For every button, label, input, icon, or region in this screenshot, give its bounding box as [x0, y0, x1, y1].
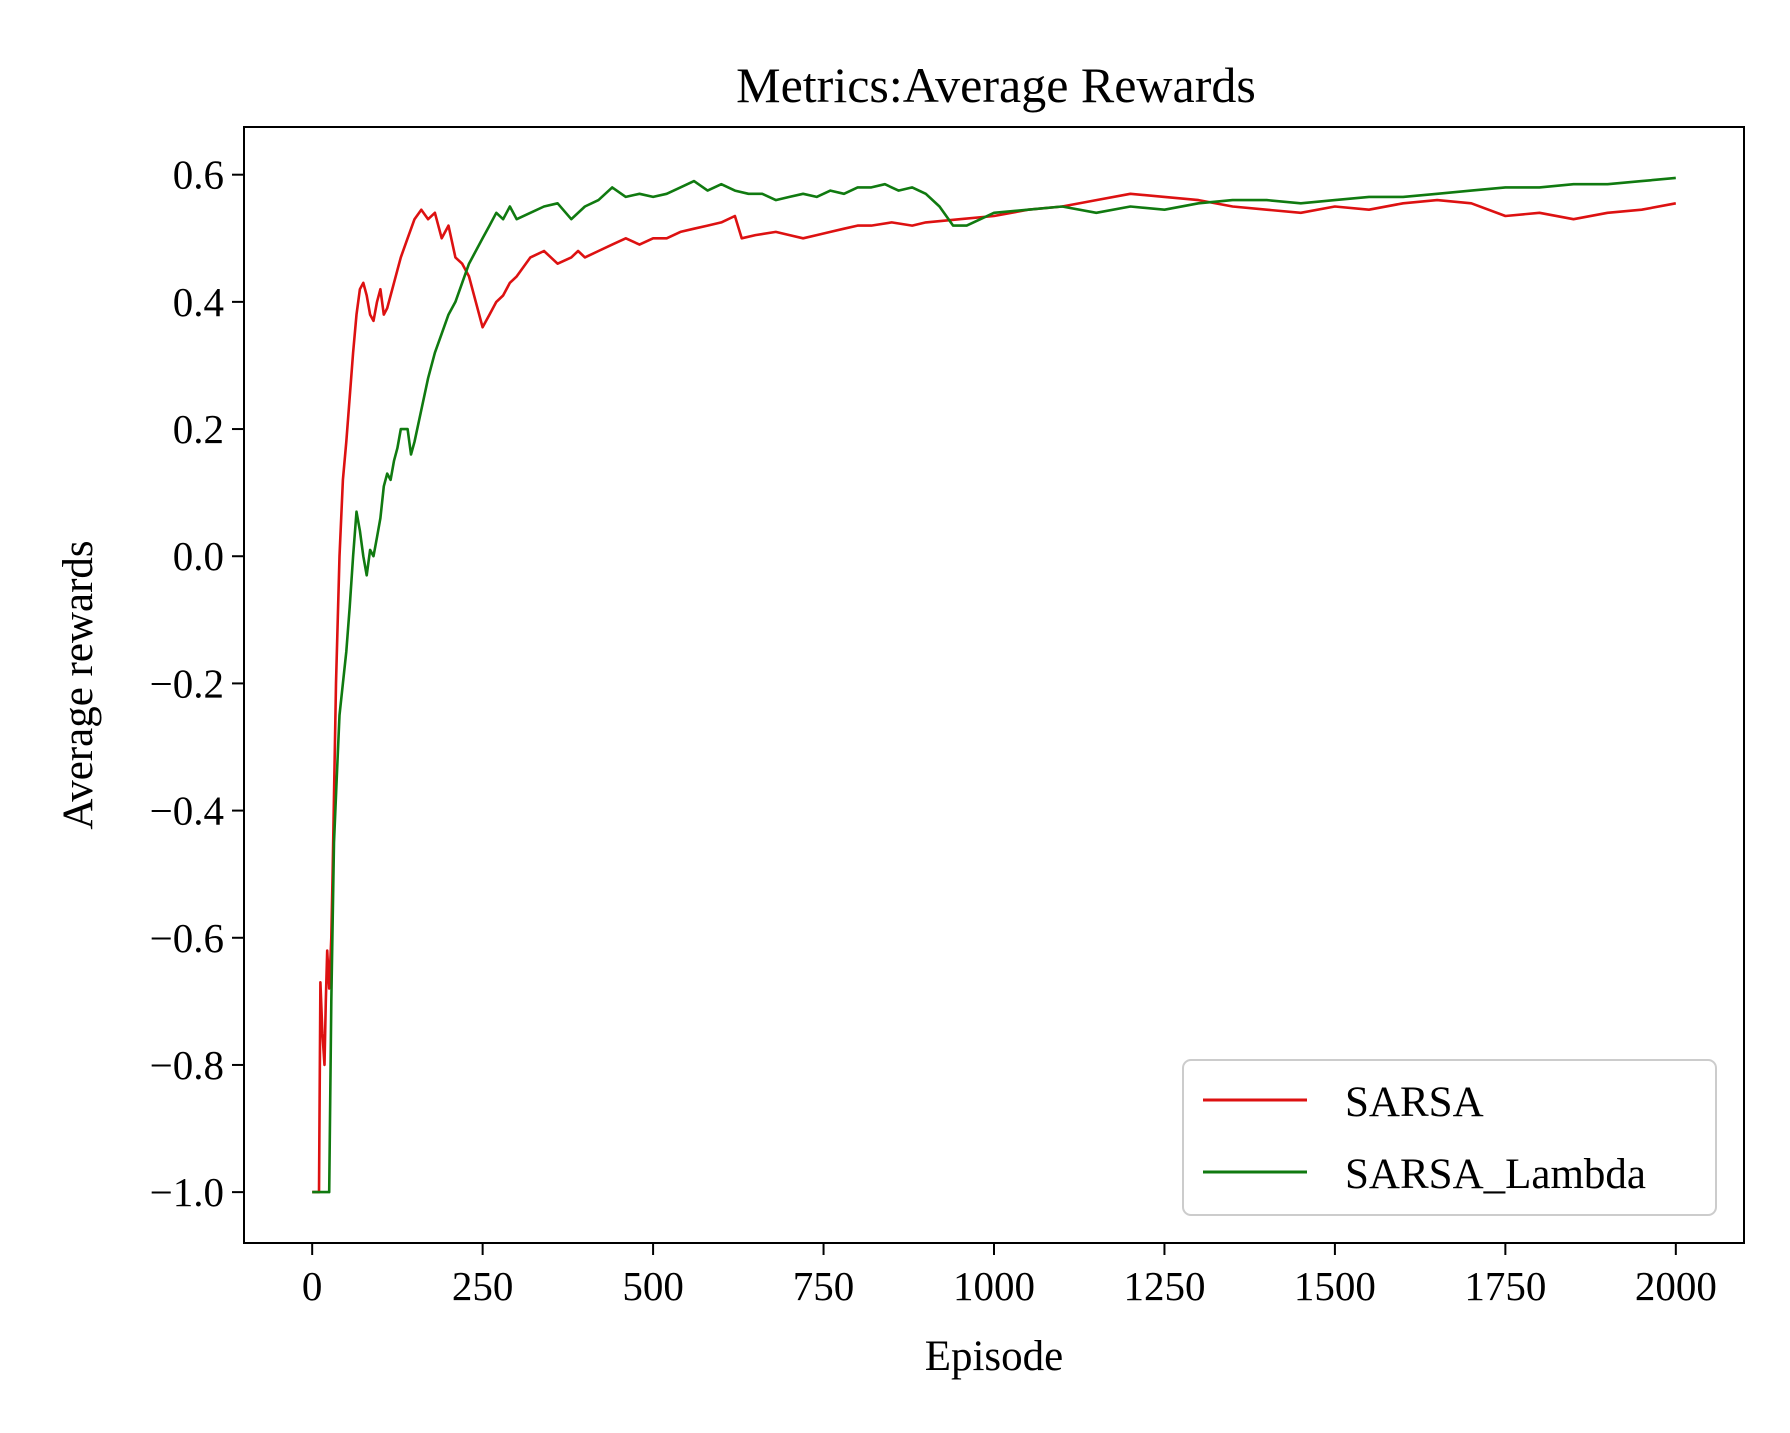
y-tick-label: 0.0: [173, 533, 224, 579]
x-tick-label: 1000: [953, 1263, 1035, 1309]
chart-title: Metrics:Average Rewards: [736, 57, 1256, 113]
x-tick-label: 0: [302, 1263, 323, 1309]
y-axis: −1.0 −0.8 −0.6 −0.4 −0.2 0.0 0.2 0.4 0.6: [150, 152, 244, 1215]
x-tick-label: 750: [793, 1263, 855, 1309]
y-tick-label: 0.2: [173, 406, 224, 452]
x-tick-label: 1750: [1464, 1263, 1546, 1309]
series-layer: [312, 176, 1677, 1194]
y-tick-label: −0.2: [150, 660, 224, 706]
x-axis: 0 250 500 750 1000 1250 1500 1750 2000: [302, 1243, 1717, 1309]
legend-box: [1182, 1059, 1717, 1216]
x-tick-label: 1250: [1123, 1263, 1205, 1309]
y-tick-label: −0.4: [150, 788, 224, 834]
x-tick-label: 250: [452, 1263, 514, 1309]
legend-label-sarsa: SARSA: [1345, 1079, 1484, 1126]
y-axis-title: Average rewards: [55, 540, 102, 829]
x-axis-title: Episode: [925, 1333, 1064, 1380]
y-tick-label: −0.6: [150, 915, 224, 961]
legend-label-sarsa-lambda: SARSA_Lambda: [1345, 1151, 1646, 1198]
legend: SARSA SARSA_Lambda: [1182, 1059, 1717, 1216]
series-line-sarsa: [312, 192, 1677, 1194]
y-tick-label: 0.4: [173, 279, 224, 325]
y-tick-label: 0.6: [173, 152, 224, 198]
y-tick-label: −1.0: [150, 1169, 224, 1215]
x-tick-label: 1500: [1294, 1263, 1376, 1309]
x-tick-label: 500: [622, 1263, 684, 1309]
x-tick-label: 2000: [1635, 1263, 1717, 1309]
series-line-sarsa-lambda: [312, 176, 1676, 1194]
y-tick-label: −0.8: [150, 1042, 224, 1088]
